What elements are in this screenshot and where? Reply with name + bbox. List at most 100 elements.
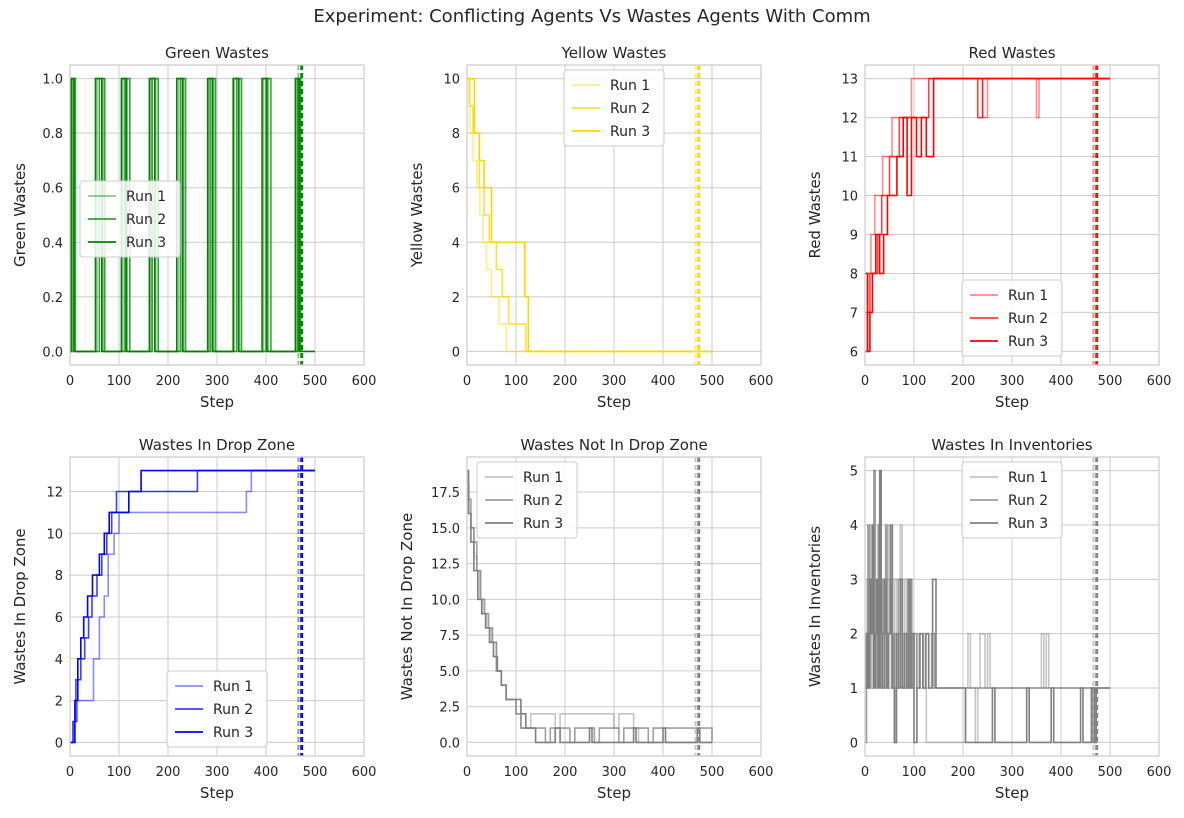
y-tick-label: 12 xyxy=(46,486,63,501)
x-axis-label: Step xyxy=(995,393,1029,411)
y-tick-label: 1 xyxy=(850,682,858,697)
legend-label-run-2: Run 2 xyxy=(610,101,650,117)
y-axis-label: Yellow Wastes xyxy=(408,162,426,268)
y-tick-label: 0 xyxy=(452,345,460,360)
legend-label-run-2: Run 2 xyxy=(1008,493,1048,509)
legend-label-run-2: Run 2 xyxy=(213,702,253,718)
axes-frame xyxy=(864,456,1160,757)
legend-box xyxy=(961,279,1063,357)
y-tick-label: 5.0 xyxy=(439,665,460,680)
y-tick-label: 2 xyxy=(452,291,460,306)
series-line-run-3 xyxy=(467,77,712,353)
x-tick-label: 0 xyxy=(66,374,74,389)
y-tick-label: 9 xyxy=(850,228,858,243)
x-tick-label: 300 xyxy=(205,765,230,780)
y-tick-label: 4 xyxy=(850,519,858,534)
y-tick-label: 0.6 xyxy=(42,182,63,197)
chart-panel-red-wastes: 0 100 200 300 400 500 600 6 7 8 9 10 11 12 13 Red Waste… xyxy=(806,44,1171,411)
y-axis-label: Wastes In Inventories xyxy=(806,526,824,687)
y-tick-label: 10 xyxy=(46,527,63,542)
y-tick-label: 10.0 xyxy=(431,593,460,608)
x-tick-label: 600 xyxy=(1147,765,1172,780)
y-axis-label: Wastes In Drop Zone xyxy=(11,528,29,684)
x-tick-label: 600 xyxy=(749,765,774,780)
legend-box xyxy=(476,461,578,539)
chart-title: Wastes In Inventories xyxy=(931,436,1092,454)
x-tick-label: 400 xyxy=(1049,765,1074,780)
series-line-run-2 xyxy=(467,77,712,353)
x-tick-label: 500 xyxy=(303,765,328,780)
x-tick-label: 200 xyxy=(156,765,181,780)
series-line-run-3 xyxy=(865,77,1110,353)
x-tick-label: 600 xyxy=(749,374,774,389)
x-tick-label: 0 xyxy=(66,765,74,780)
axes-frame xyxy=(69,64,365,366)
x-tick-label: 100 xyxy=(504,374,529,389)
legend-label-run-3: Run 3 xyxy=(213,725,253,741)
figure-suptitle: Experiment: Conflicting Agents Vs Wastes… xyxy=(313,6,871,27)
axes-frame xyxy=(466,64,762,366)
y-tick-label: 3 xyxy=(850,573,858,588)
chart-title: Green Wastes xyxy=(165,44,269,62)
y-axis-label: Red Wastes xyxy=(806,171,824,258)
y-axis-label: Green Wastes xyxy=(11,163,29,267)
x-tick-label: 400 xyxy=(1049,374,1074,389)
x-tick-label: 500 xyxy=(1098,765,1123,780)
x-tick-label: 300 xyxy=(205,374,230,389)
y-tick-label: 0 xyxy=(55,736,63,751)
legend-label-run-1: Run 1 xyxy=(1008,470,1048,486)
y-tick-label: 1.0 xyxy=(42,73,63,88)
legend-box xyxy=(166,670,268,748)
x-tick-label: 500 xyxy=(700,765,725,780)
y-tick-label: 2 xyxy=(55,695,63,710)
x-tick-label: 100 xyxy=(504,765,529,780)
y-tick-label: 2.5 xyxy=(439,701,460,716)
y-tick-label: 7 xyxy=(850,306,858,321)
x-tick-label: 500 xyxy=(700,374,725,389)
y-tick-label: 6 xyxy=(850,345,858,360)
y-tick-label: 12 xyxy=(841,112,858,127)
y-tick-label: 6 xyxy=(55,611,63,626)
x-tick-label: 600 xyxy=(1147,374,1172,389)
x-tick-label: 300 xyxy=(602,765,627,780)
y-tick-label: 8 xyxy=(452,127,460,142)
axes-frame xyxy=(466,456,762,757)
x-tick-label: 400 xyxy=(651,374,676,389)
y-tick-label: 7.5 xyxy=(439,629,460,644)
y-tick-label: 13 xyxy=(841,73,858,88)
y-tick-label: 0.8 xyxy=(42,127,63,142)
x-tick-label: 200 xyxy=(951,374,976,389)
y-tick-label: 0 xyxy=(850,736,858,751)
legend-label-run-1: Run 1 xyxy=(610,78,650,94)
series-group xyxy=(70,469,315,744)
x-tick-label: 0 xyxy=(463,374,471,389)
y-axis-label: Wastes Not In Drop Zone xyxy=(398,513,416,700)
y-tick-label: 0.2 xyxy=(42,291,63,306)
legend-label-run-3: Run 3 xyxy=(1008,334,1048,350)
chart-panel-green-wastes: 0 100 200 300 400 500 600 0.0 0.2 0.4 0.6 0.8 1.0 Gre… xyxy=(11,44,376,411)
y-tick-label: 8 xyxy=(850,267,858,282)
legend-box xyxy=(79,180,181,258)
chart-panel-wastes-in-drop-zone: 0 100 200 300 400 500 600 0 2 4 6 8 10 12 Wastes In Dr… xyxy=(11,436,376,802)
legend-box xyxy=(563,69,665,147)
y-tick-label: 2 xyxy=(850,628,858,643)
y-tick-label: 17.5 xyxy=(431,486,460,501)
legend-label-run-3: Run 3 xyxy=(523,516,563,532)
x-axis-label: Step xyxy=(995,784,1029,802)
legend: Run 1 Run 2 Run 3 xyxy=(563,69,665,147)
legend: Run 1 Run 2 Run 3 xyxy=(79,180,181,258)
y-tick-label: 10 xyxy=(443,73,460,88)
chart-title: Wastes Not In Drop Zone xyxy=(520,436,707,454)
x-tick-label: 100 xyxy=(107,765,132,780)
x-tick-label: 100 xyxy=(902,374,927,389)
x-tick-label: 0 xyxy=(463,765,471,780)
x-tick-label: 600 xyxy=(352,765,377,780)
x-tick-label: 400 xyxy=(254,374,279,389)
x-tick-label: 400 xyxy=(254,765,279,780)
legend-label-run-1: Run 1 xyxy=(213,679,253,695)
x-axis-label: Step xyxy=(200,784,234,802)
legend-label-run-1: Run 1 xyxy=(523,470,563,486)
y-tick-label: 10 xyxy=(841,190,858,205)
